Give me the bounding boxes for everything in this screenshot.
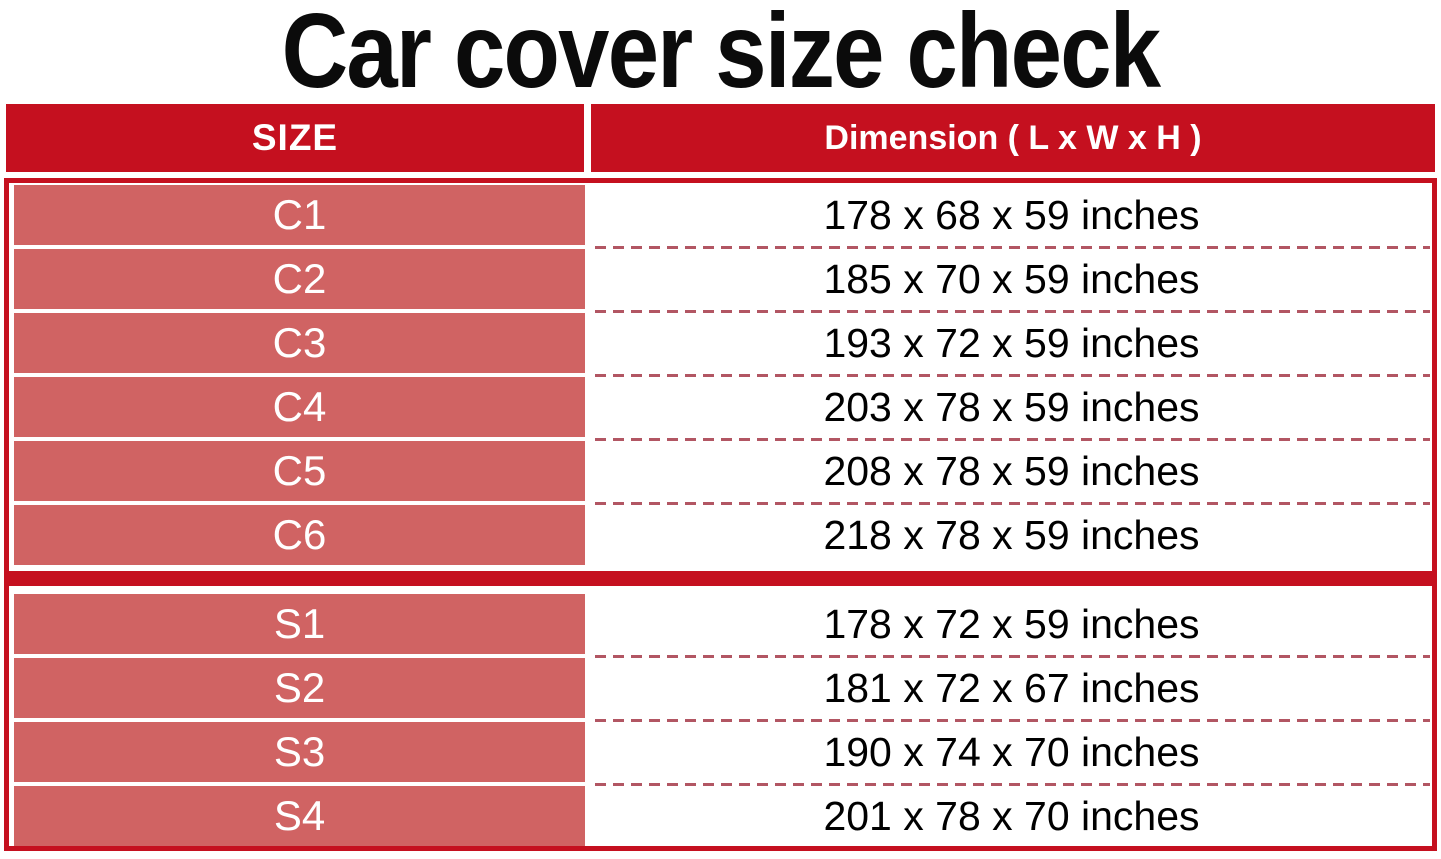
size-cell: C6: [14, 505, 585, 565]
table-row: S3 190 x 74 x 70 inches: [14, 722, 1432, 786]
table-row: S2 181 x 72 x 67 inches: [14, 658, 1432, 722]
row-separator-dashed-line: [595, 310, 1430, 313]
row-separator-dashed-line: [595, 438, 1430, 441]
table-header-row: SIZE Dimension ( L x W x H ): [6, 104, 1435, 172]
size-cell: C5: [14, 441, 585, 501]
dimension-cell: 178 x 68 x 59 inches: [823, 191, 1200, 238]
title-bar: Car cover size check: [0, 0, 1441, 110]
table-row: C6 218 x 78 x 59 inches: [14, 505, 1432, 565]
page-title: Car cover size check: [281, 0, 1161, 110]
row-separator-dashed-line: [595, 719, 1430, 722]
row-separator-dashed-line: [595, 374, 1430, 377]
dimension-cell: 218 x 78 x 59 inches: [823, 511, 1200, 558]
size-cell: C1: [14, 185, 585, 245]
table-row: C4 203 x 78 x 59 inches: [14, 377, 1432, 441]
row-separator-dashed-line: [595, 502, 1430, 505]
column-header-dimension: Dimension ( L x W x H ): [591, 104, 1435, 172]
dimension-cell: 193 x 72 x 59 inches: [823, 319, 1200, 366]
row-separator-dashed-line: [595, 783, 1430, 786]
table-row: C1 178 x 68 x 59 inches: [14, 185, 1432, 249]
dimension-cell: 201 x 78 x 70 inches: [823, 792, 1200, 839]
dimension-cell: 178 x 72 x 59 inches: [823, 600, 1200, 647]
dimension-cell: 208 x 78 x 59 inches: [823, 447, 1200, 494]
size-cell: S3: [14, 722, 585, 782]
table-row: S4 201 x 78 x 70 inches: [14, 786, 1432, 846]
table-row: C2 185 x 70 x 59 inches: [14, 249, 1432, 313]
table-row: C3 193 x 72 x 59 inches: [14, 313, 1432, 377]
section-divider-bar: [9, 571, 1432, 586]
size-cell: S2: [14, 658, 585, 718]
dimension-cell: 181 x 72 x 67 inches: [823, 664, 1200, 711]
dimension-cell: 185 x 70 x 59 inches: [823, 255, 1200, 302]
size-cell: S4: [14, 786, 585, 846]
table-row: C5 208 x 78 x 59 inches: [14, 441, 1432, 505]
row-separator-dashed-line: [595, 246, 1430, 249]
row-separator-dashed-line: [595, 655, 1430, 658]
dimension-cell: 203 x 78 x 59 inches: [823, 383, 1200, 430]
section-s-sizes: S1 178 x 72 x 59 inches S2 181 x 72 x 67…: [9, 592, 1432, 846]
section-c-sizes: C1 178 x 68 x 59 inches C2 185 x 70 x 59…: [9, 183, 1432, 565]
dimension-cell: 190 x 74 x 70 inches: [823, 728, 1200, 775]
table-row: S1 178 x 72 x 59 inches: [14, 594, 1432, 658]
size-cell: C2: [14, 249, 585, 309]
size-cell: C4: [14, 377, 585, 437]
size-table: C1 178 x 68 x 59 inches C2 185 x 70 x 59…: [4, 178, 1437, 851]
size-cell: C3: [14, 313, 585, 373]
size-cell: S1: [14, 594, 585, 654]
column-header-size: SIZE: [6, 104, 584, 172]
